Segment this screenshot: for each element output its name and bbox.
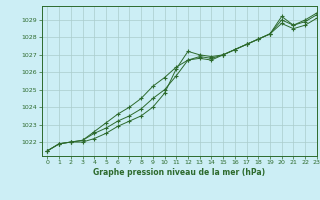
X-axis label: Graphe pression niveau de la mer (hPa): Graphe pression niveau de la mer (hPa) [93, 168, 265, 177]
